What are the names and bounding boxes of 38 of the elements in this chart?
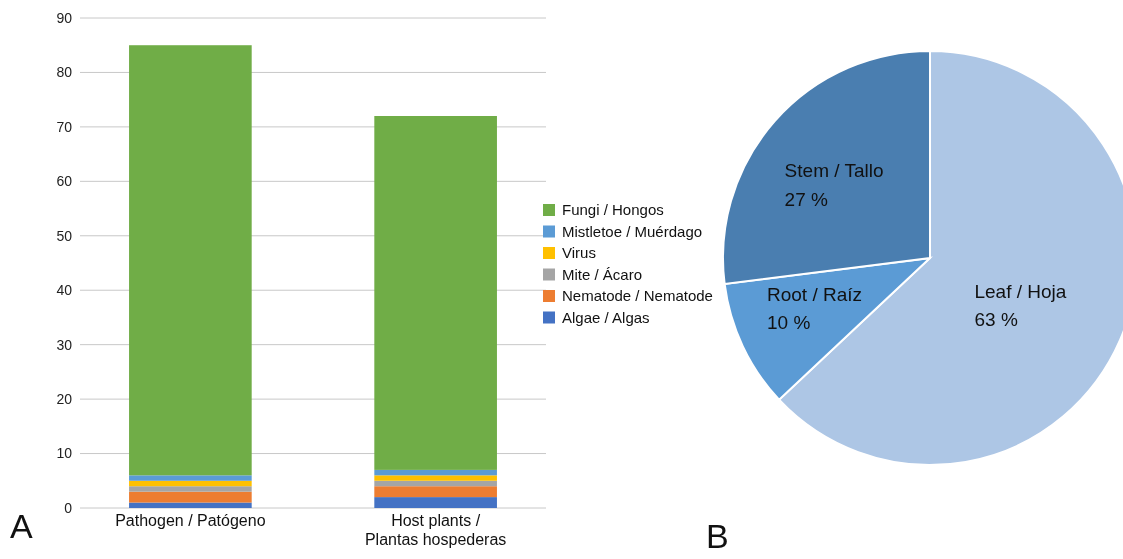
bar	[374, 486, 497, 498]
legend-label: Mistletoe / Muérdago	[562, 222, 703, 240]
legend-label: Virus	[562, 244, 596, 262]
bar	[129, 45, 252, 476]
bar	[129, 480, 252, 487]
legend-label: Mite / Ácaro	[562, 265, 643, 283]
y-tick-label: 40	[56, 282, 73, 299]
bar	[129, 475, 252, 481]
x-tick-label: Host plants / Plantas hospederas	[364, 512, 507, 548]
y-tick-label: 60	[56, 173, 73, 190]
y-tick-label: 90	[56, 9, 73, 26]
slice-label: Leaf / Hoja	[974, 280, 1067, 302]
x-tick-label: Pathogen / Patógeno	[115, 512, 266, 529]
slice-label: Root / Raíz	[766, 283, 863, 305]
y-tick-label: 50	[56, 227, 73, 244]
y-tick-label: 80	[56, 64, 73, 81]
bar	[129, 502, 252, 508]
y-tick-label: 30	[56, 336, 73, 353]
legend-label: Nematode / Nematode	[562, 287, 713, 305]
y-tick-label: 10	[56, 445, 73, 462]
data-label: 63 %	[974, 309, 1018, 331]
text: A	[10, 507, 33, 545]
y-tick-label: 70	[56, 118, 73, 135]
bar	[374, 480, 497, 487]
bar	[374, 475, 497, 481]
bar	[129, 491, 252, 503]
y-tick-label: 20	[56, 391, 73, 408]
bar	[374, 116, 497, 470]
y-tick-label: 0	[64, 499, 73, 516]
bar	[374, 497, 497, 508]
bar	[374, 469, 497, 476]
legend-label: Algae / Algas	[562, 308, 650, 326]
text: B	[706, 517, 729, 555]
bar	[129, 486, 252, 492]
slice-label: Stem / Tallo	[784, 160, 884, 182]
data-label: 10 %	[766, 312, 811, 334]
legend-label: Fungi / Hongos	[562, 201, 664, 219]
data-label: 27 %	[784, 188, 829, 210]
